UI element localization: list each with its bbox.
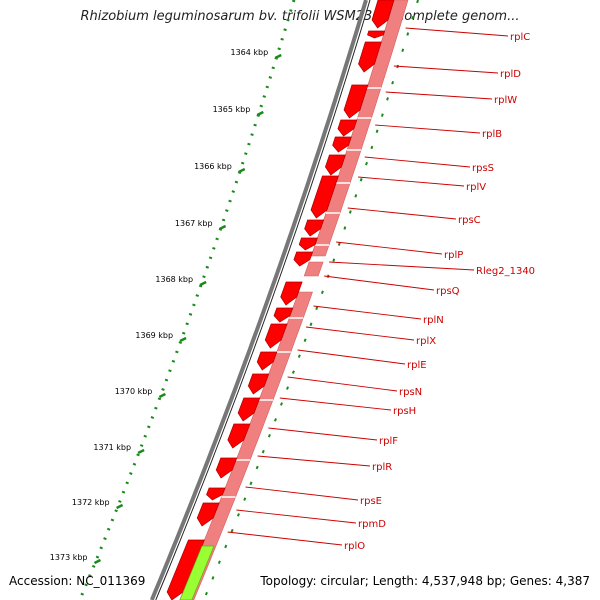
label-leader-line	[336, 241, 443, 255]
ruler-tick-label: 1364 kbp	[230, 48, 268, 57]
gene-label: rpsC	[458, 215, 481, 226]
label-leader-line	[364, 156, 471, 168]
plus-strand-gene	[166, 539, 205, 600]
gene-label: rpsE	[360, 496, 382, 507]
label-leader-line	[227, 531, 343, 546]
plus-strand-gene	[332, 136, 352, 153]
label-leader-line	[358, 176, 465, 187]
label-leader-line	[393, 65, 499, 74]
plus-strand-gene	[304, 219, 325, 237]
backbone-edge	[155, 0, 371, 600]
ruler-tick	[256, 110, 264, 117]
minus-strand-gene	[303, 261, 324, 277]
ruler-tick-label: 1367 kbp	[175, 219, 213, 228]
ruler-tick-label: 1368 kbp	[155, 275, 193, 284]
map-title: Rhizobium leguminosarum bv. trifolii WSM…	[80, 9, 520, 24]
ruler-tick-label: 1370 kbp	[115, 387, 153, 396]
ruler-tick	[274, 53, 282, 60]
gene-label: rpsH	[393, 406, 416, 417]
label-leader-line	[245, 486, 359, 501]
plus-strand-gene	[215, 457, 238, 479]
gene-label: rplN	[423, 315, 444, 326]
label-leader-line	[297, 349, 406, 365]
plus-strand-gene	[367, 30, 386, 39]
label-leader-line	[375, 124, 481, 134]
ruler-tick-label: 1365 kbp	[213, 105, 251, 114]
plus-strand-gene	[264, 323, 288, 349]
label-leader-line	[329, 261, 475, 271]
plus-strand-gene	[371, 0, 395, 29]
gene-label: rplW	[494, 95, 517, 106]
ruler-tick-label: 1369 kbp	[135, 331, 173, 340]
plus-strand-gene	[247, 373, 270, 395]
ruler-tick	[93, 558, 102, 565]
label-leader-line	[313, 305, 422, 320]
ruler-tick	[137, 448, 145, 455]
ruler-tick	[219, 224, 227, 231]
gene-label: rplC	[510, 32, 530, 43]
plus-strand-gene	[280, 281, 303, 306]
label-leader-line	[405, 27, 509, 37]
inner-dashed-arc	[202, 0, 419, 600]
ruler-tick	[179, 336, 187, 343]
ruler-tick-label: 1371 kbp	[93, 443, 131, 452]
rna-gene	[179, 545, 215, 600]
plus-strand-gene	[343, 84, 369, 119]
plus-strand-gene	[237, 397, 261, 422]
plus-strand-gene	[206, 487, 226, 501]
label-leader-line	[279, 397, 392, 411]
label-leader-line	[347, 207, 457, 220]
gene-label: rplB	[482, 129, 502, 140]
plus-strand-gene	[310, 175, 339, 219]
ruler-tick	[238, 167, 246, 174]
plus-strand-gene	[325, 154, 346, 176]
ruler-tick	[199, 280, 207, 287]
gene-label: rplE	[407, 360, 427, 371]
plus-strand-gene	[337, 119, 358, 137]
gene-label: rpmD	[358, 519, 386, 530]
ruler-tick	[158, 392, 166, 399]
gene-label: rplP	[444, 250, 463, 261]
plus-strand-gene	[293, 251, 314, 267]
label-leader-line	[324, 275, 435, 291]
ruler-tick-label: 1366 kbp	[194, 162, 232, 171]
label-leader-line	[236, 509, 357, 524]
topology-text: Topology: circular; Length: 4,537,948 bp…	[260, 574, 590, 588]
plus-strand-gene	[298, 237, 318, 251]
gene-label: rplF	[379, 436, 398, 447]
plus-strand-gene	[227, 423, 251, 449]
backbone-arc	[149, 0, 368, 600]
label-leader-line	[287, 376, 398, 392]
label-leader-line	[385, 91, 493, 100]
plus-strand-gene	[256, 351, 278, 371]
label-leader-line	[268, 427, 378, 441]
gene-label: rplV	[466, 182, 486, 193]
plus-strand-gene	[196, 502, 220, 527]
plus-strand-gene	[358, 41, 382, 73]
gene-label: rplR	[372, 462, 392, 473]
plus-strand-gene	[273, 307, 294, 323]
gene-label: rpsN	[399, 387, 422, 398]
gene-label: Rleg2_1340	[476, 266, 535, 277]
ruler-tick-label: 1372 kbp	[72, 498, 110, 507]
gene-label: rpsS	[472, 163, 494, 174]
label-leader-line	[257, 455, 371, 467]
gene-label: rplD	[500, 69, 521, 80]
gene-label: rplX	[416, 336, 436, 347]
gene-label: rplO	[344, 541, 365, 552]
gene-label: rpsQ	[436, 286, 460, 297]
accession-text: Accession: NC_011369	[9, 574, 146, 588]
ruler-tick-label: 1373 kbp	[50, 553, 88, 562]
label-leader-line	[305, 326, 415, 341]
ruler-tick	[116, 503, 124, 510]
